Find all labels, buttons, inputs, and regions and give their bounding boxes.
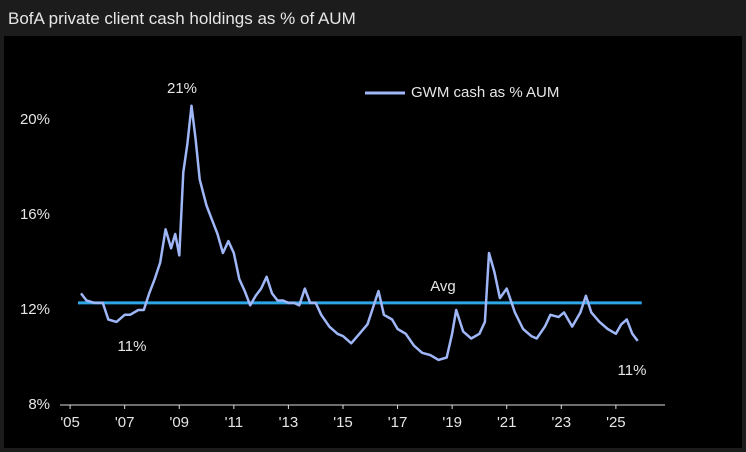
x-tick-label: '11: [225, 414, 243, 431]
x-tick-label: '09: [169, 414, 189, 431]
y-tick-label: 12%: [20, 301, 50, 318]
legend-label: GWM cash as % AUM: [411, 84, 559, 101]
average-label: Avg: [430, 278, 456, 295]
chart-title: BofA private client cash holdings as % o…: [8, 9, 356, 28]
x-tick-label: '15: [333, 414, 353, 431]
x-tick-label: '17: [388, 414, 408, 431]
x-tick-label: '19: [442, 414, 462, 431]
annotation: 11%: [118, 338, 147, 355]
x-tick-label: '23: [552, 414, 572, 431]
x-tick-label: '07: [115, 414, 135, 431]
x-tick-label: '13: [279, 414, 299, 431]
annotation: 21%: [167, 80, 197, 97]
annotation: 11%: [618, 362, 647, 379]
data-line: [80, 104, 639, 362]
y-tick-label: 8%: [28, 396, 50, 413]
x-tick-label: '21: [497, 414, 517, 431]
x-tick-label: '05: [60, 414, 80, 431]
plot-background: [4, 36, 742, 448]
y-tick-label: 20%: [20, 111, 50, 128]
y-tick-label: 16%: [20, 206, 50, 223]
x-tick-label: '25: [606, 414, 626, 431]
